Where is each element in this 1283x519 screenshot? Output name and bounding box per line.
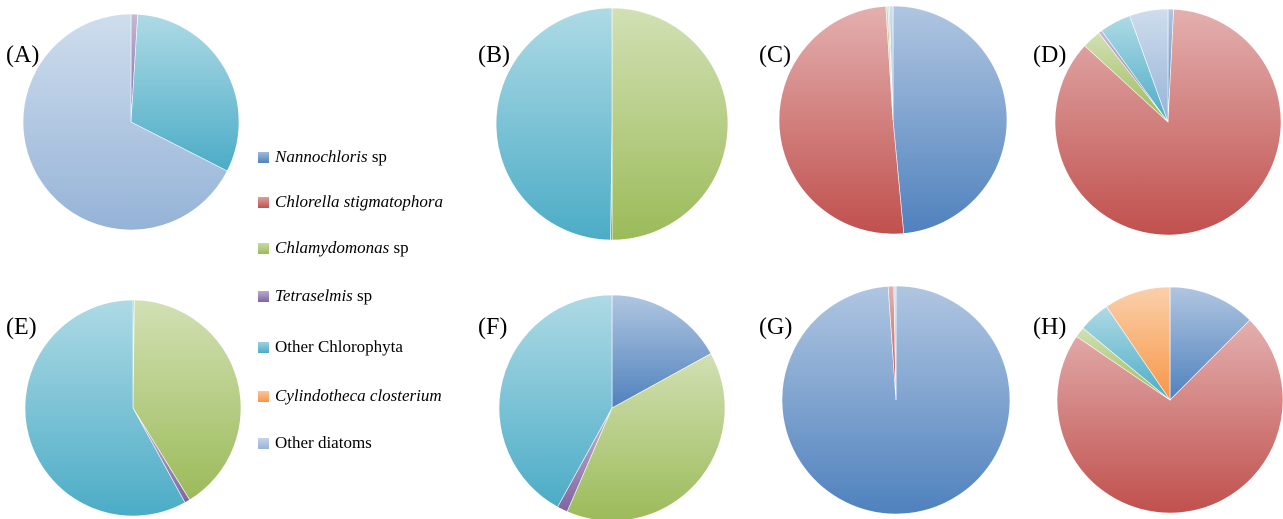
pie-f-slice-chlamydomonas: [566, 353, 726, 519]
legend-item-nannochloris: Nannochloris sp: [258, 146, 387, 168]
legend-swatch-tetraselmis: [258, 290, 269, 302]
pie-chart-c: (C): [759, 5, 1008, 235]
pie-d-slice-other-diatoms: [1129, 8, 1169, 123]
legend-label-other-chlorophyta: Other Chlorophyta: [275, 337, 403, 356]
pie-chart-d: (D): [1033, 8, 1282, 236]
legend-item-cylindotheca: Cylindotheca closterium: [258, 385, 442, 407]
panel-label-a: (A): [6, 42, 39, 68]
pie-chart-a: (A): [6, 13, 240, 231]
panel-label-d: (D): [1033, 42, 1066, 68]
pie-e-slice-other-chlorophyta: [24, 299, 186, 517]
pie-chart-e: (E): [6, 299, 242, 517]
pie-a-slice-other-chlorophyta: [130, 13, 240, 172]
panel-label-c: (C): [759, 42, 791, 68]
pie-chart-g: (G): [759, 285, 1011, 515]
pie-b-slice-chlamydomonas: [611, 7, 729, 241]
legend-item-tetraselmis: Tetraselmis sp: [258, 285, 372, 307]
pie-g-slice-other-diatoms: [893, 285, 897, 401]
pie-a-slice-other-diatoms: [22, 13, 228, 231]
pie-c-slice-other-diatoms: [889, 5, 894, 121]
panel-label-g: (G): [759, 314, 792, 340]
legend-label-chlamydomonas: Chlamydomonas sp: [275, 238, 409, 257]
legend-label-other-diatoms: Other diatoms: [275, 433, 372, 452]
panel-label-e: (E): [6, 314, 37, 340]
legend-swatch-chlamydomonas: [258, 242, 269, 254]
pie-chart-f: (F): [478, 294, 726, 519]
panel-label-b: (B): [478, 42, 510, 68]
legend-item-other-chlorophyta: Other Chlorophyta: [258, 336, 403, 358]
pie-c-slice-nannochloris: [892, 5, 1008, 234]
legend-label-cylindotheca: Cylindotheca closterium: [275, 386, 442, 405]
legend-label-tetraselmis: Tetraselmis sp: [275, 286, 373, 305]
legend-label-nannochloris: Nannochloris sp: [275, 147, 387, 166]
legend-label-chlorella: Chlorella stigmatophora: [275, 192, 443, 211]
legend-item-chlorella: Chlorella stigmatophora: [258, 191, 443, 213]
legend-item-chlamydomonas: Chlamydomonas sp: [258, 237, 409, 259]
legend-swatch-other-diatoms: [258, 437, 269, 449]
legend-swatch-other-chlorophyta: [258, 341, 269, 353]
pie-chart-h: (H): [1033, 286, 1283, 514]
pie-h-slice-chlorella: [1056, 319, 1283, 514]
pie-chart-b: (B): [478, 7, 729, 241]
legend-item-other-diatoms: Other diatoms: [258, 432, 372, 454]
pie-b-slice-other-chlorophyta: [495, 7, 613, 241]
pie-f-slice-other-chlorophyta: [498, 294, 613, 508]
pie-h-slice-nannochloris: [1169, 286, 1251, 401]
legend-swatch-nannochloris: [258, 151, 269, 163]
pie-c-slice-chlorella: [778, 5, 905, 235]
pie-e-slice-chlamydomonas: [132, 299, 242, 501]
pie-f-slice-nannochloris: [611, 294, 712, 409]
panel-label-h: (H): [1033, 314, 1066, 340]
legend-swatch-cylindotheca: [258, 390, 269, 402]
pie-h-slice-cylindotheca: [1106, 286, 1171, 401]
legend-swatch-chlorella: [258, 196, 269, 208]
panel-label-f: (F): [478, 314, 507, 340]
